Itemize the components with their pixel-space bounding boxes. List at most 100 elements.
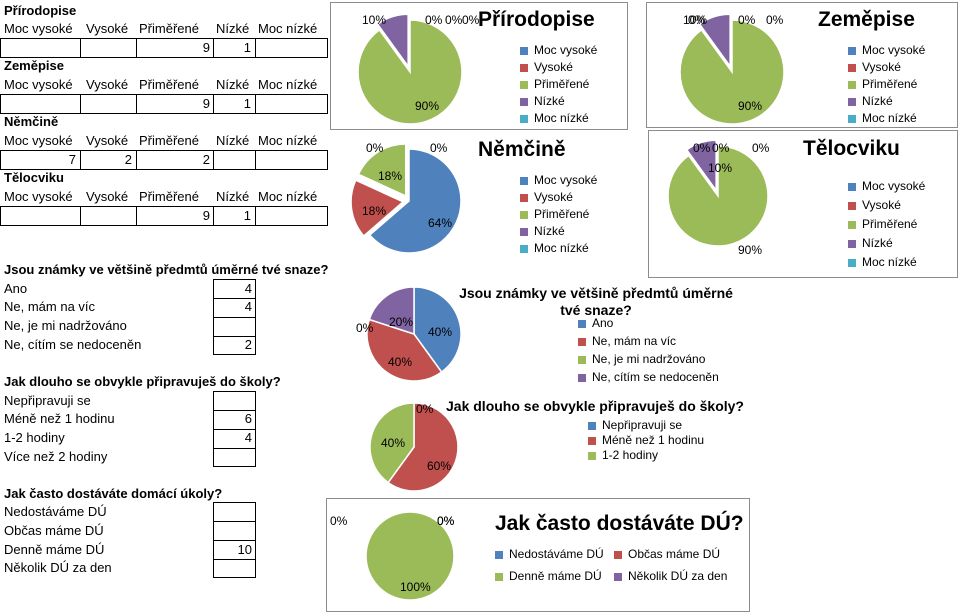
legend-label: Ne, mám na víc — [592, 334, 677, 348]
legend-item: Přiměřené — [520, 76, 589, 92]
subject-title: Přírodopise — [4, 3, 77, 18]
cell-value[interactable]: 4 — [244, 299, 252, 314]
question-title: Jak dlouho se obvykle připravuješ do ško… — [4, 374, 281, 389]
legend-swatch — [495, 550, 503, 559]
legend-label: Nízké — [862, 94, 893, 108]
rating-header: Vysoké — [86, 21, 129, 36]
data-label: 40% — [388, 355, 412, 369]
rating-header: Nízké — [216, 77, 250, 92]
legend-item: Denně máme DÚ — [495, 568, 602, 584]
subject-title: Zeměpise — [4, 58, 64, 73]
legend-swatch — [848, 46, 856, 55]
legend-label: Vysoké — [862, 198, 901, 212]
legend-item: Vysoké — [848, 197, 901, 213]
question-title: Jsou známky ve většině předmtů úměrné tv… — [4, 262, 329, 277]
data-label: 0% — [738, 13, 756, 27]
subject-title: Němčině — [4, 114, 59, 129]
rating-header: Vysoké — [86, 77, 129, 92]
legend-swatch — [848, 63, 856, 72]
legend-item: Moc nízké — [520, 110, 589, 126]
data-row[interactable] — [0, 94, 328, 114]
cell-value[interactable]: 9 — [202, 40, 210, 55]
legend-item: Přiměřené — [848, 216, 917, 232]
cell-value[interactable]: 1 — [243, 96, 251, 111]
cell-value[interactable]: 2 — [202, 152, 210, 167]
cell-value[interactable]: 9 — [202, 208, 210, 223]
rating-header: Vysoké — [86, 133, 129, 148]
chart-title: Přírodopise — [478, 8, 595, 31]
legend-label: Moc nízké — [862, 111, 917, 125]
data-label: 18% — [378, 169, 402, 183]
legend-item: Ne, je mi nadržováno — [578, 351, 705, 367]
cell-value[interactable]: 4 — [244, 430, 252, 445]
legend-label: Přiměřené — [534, 207, 590, 221]
legend-item: Několik DÚ za den — [614, 568, 727, 584]
legend-label: Nepřipravuji se — [602, 418, 683, 432]
legend-label: Vysoké — [862, 60, 901, 74]
chart-title: Jak často dostáváte DÚ? — [495, 512, 744, 535]
legend-swatch — [848, 258, 856, 267]
legend-item: Vysoké — [848, 59, 901, 75]
data-row[interactable] — [0, 206, 328, 226]
rating-header: Nízké — [216, 21, 250, 36]
legend-label: Moc nízké — [534, 111, 589, 125]
legend-label: Nízké — [862, 236, 893, 250]
cell-value[interactable]: 1 — [243, 208, 251, 223]
legend-swatch — [848, 182, 856, 191]
rating-header: Přiměřené — [139, 133, 199, 148]
pie-slice — [685, 139, 717, 193]
legend-label: Přiměřené — [862, 217, 918, 231]
legend-swatch — [848, 239, 856, 248]
rating-header: Moc vysoké — [4, 77, 73, 92]
legend-swatch — [578, 373, 586, 382]
data-label: 20% — [389, 315, 413, 329]
option-label: 1-2 hodiny — [4, 430, 65, 445]
legend-label: Denně máme DÚ — [509, 569, 602, 583]
rating-header: Moc vysoké — [4, 133, 73, 148]
pie-slice — [413, 286, 462, 374]
rating-header: Moc nízké — [258, 77, 318, 92]
legend-swatch — [588, 436, 596, 445]
legend-swatch — [520, 63, 528, 72]
legend-item: Občas máme DÚ — [614, 546, 720, 562]
legend-item: Vysoké — [520, 189, 573, 205]
option-label: Nepřipravuji se — [4, 393, 91, 408]
cell-value[interactable]: 2 — [124, 152, 132, 167]
data-label: 0% — [712, 141, 730, 155]
rating-header: Přiměřené — [139, 21, 199, 36]
legend-label: Přiměřené — [534, 77, 590, 91]
cell-value[interactable]: 6 — [244, 411, 252, 426]
cell-value[interactable]: 4 — [244, 281, 252, 296]
legend-item: Nízké — [848, 93, 893, 109]
legend-item: Moc vysoké — [848, 42, 925, 58]
legend-swatch — [578, 355, 586, 364]
legend-item: Méně než 1 hodinu — [588, 432, 704, 448]
legend-swatch — [495, 572, 503, 581]
option-label: Méně než 1 hodinu — [4, 411, 115, 426]
rating-header: Přiměřené — [139, 189, 199, 204]
cell-value[interactable]: 2 — [244, 337, 252, 352]
data-row[interactable] — [0, 150, 328, 170]
cell-value[interactable]: 7 — [68, 152, 76, 167]
legend-item: Přiměřené — [848, 76, 917, 92]
cell-value[interactable]: 1 — [243, 40, 251, 55]
data-label: 64% — [428, 216, 452, 230]
data-row[interactable] — [0, 38, 328, 58]
cell-value[interactable]: 9 — [202, 96, 210, 111]
chart-title: Jsou známky ve většině předmtů úměrné tv… — [459, 285, 733, 318]
legend-item: Nízké — [848, 235, 893, 251]
data-label: 0% — [752, 141, 770, 155]
legend-label: 1-2 hodiny — [602, 448, 659, 462]
legend-swatch — [520, 176, 528, 185]
legend-swatch — [520, 46, 528, 55]
pie-slice — [366, 318, 443, 382]
legend-swatch — [520, 210, 528, 219]
pie-slice — [667, 145, 769, 247]
legend-item: Vysoké — [520, 59, 573, 75]
cell-value[interactable]: 10 — [237, 542, 252, 557]
data-label: 0% — [330, 514, 348, 528]
legend-swatch — [588, 451, 596, 460]
option-label: Ano — [4, 281, 28, 296]
data-label: 0% — [766, 13, 784, 27]
